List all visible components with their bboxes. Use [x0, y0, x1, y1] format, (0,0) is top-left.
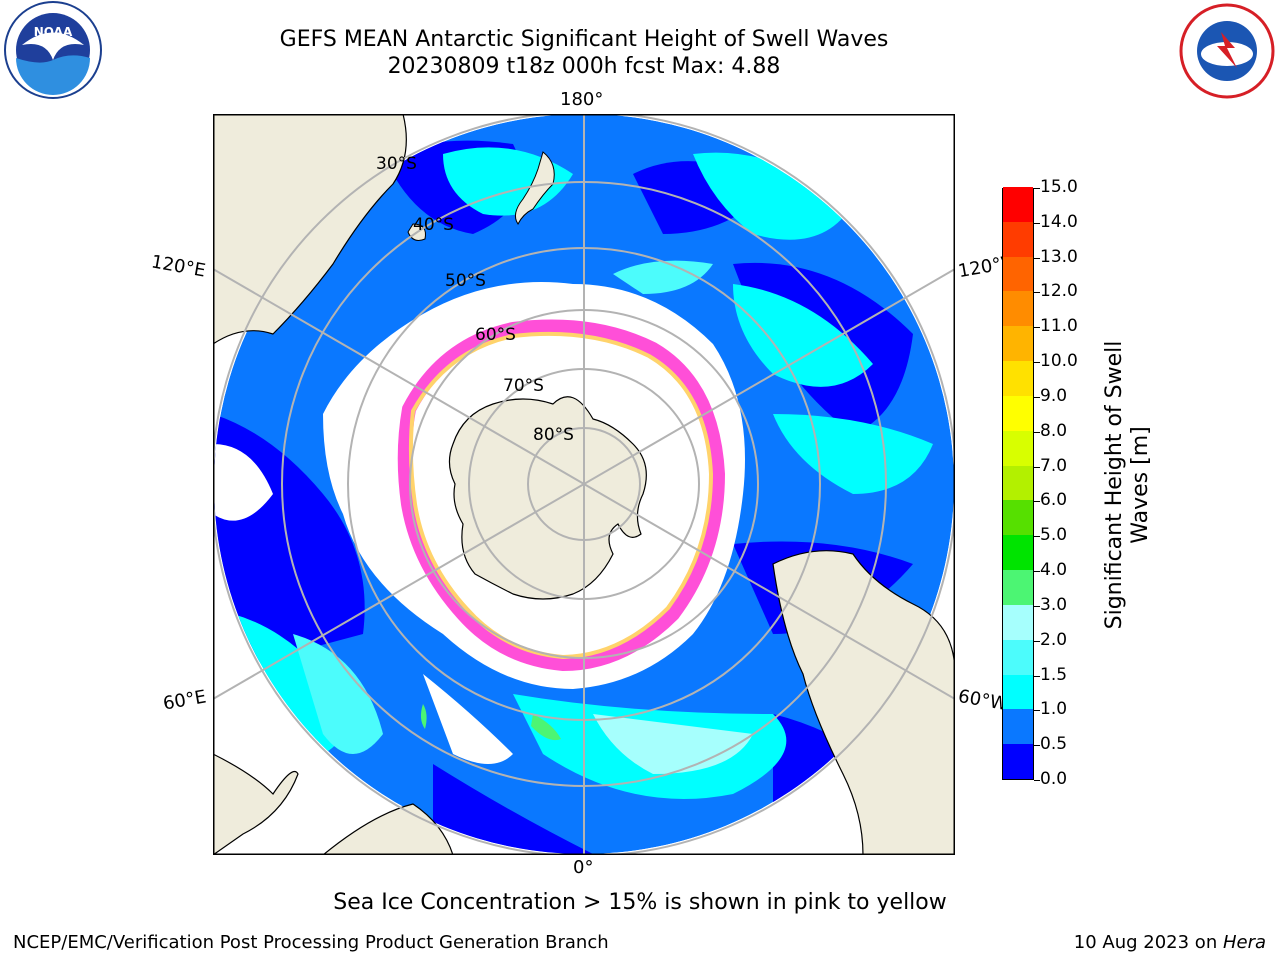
colorbar-segment — [1003, 674, 1033, 710]
national-weather-service-logo — [1179, 3, 1275, 99]
colorbar-tick-mark — [1034, 710, 1040, 712]
colorbar-tick-label: 0.5 — [1040, 734, 1068, 755]
antarctica-landmass — [448, 396, 647, 600]
colorbar — [1002, 186, 1034, 780]
colorbar-segment — [1003, 290, 1033, 327]
colorbar-segment — [1003, 499, 1033, 536]
colorbar-tick-mark — [1034, 501, 1040, 503]
lat-label-30s: 30°S — [376, 154, 417, 174]
colorbar-tick-mark — [1034, 327, 1040, 329]
colorbar-tick-mark — [1034, 640, 1040, 642]
chart-title: GEFS MEAN Antarctic Significant Height o… — [279, 27, 889, 52]
colorbar-tick-label: 9.0 — [1040, 385, 1068, 406]
colorbar-tick-mark — [1034, 466, 1040, 468]
credit-branch: NCEP/EMC/Verification Post Processing Pr… — [13, 932, 609, 953]
colorbar-tick-label: 2.0 — [1040, 629, 1068, 650]
colorbar-tick-mark — [1034, 745, 1040, 747]
lat-label-70s: 70°S — [503, 376, 544, 396]
colorbar-segment — [1003, 360, 1033, 396]
colorbar-tick-mark — [1034, 536, 1040, 538]
colorbar-tick-mark — [1034, 675, 1040, 677]
colorbar-tick-mark — [1034, 396, 1040, 398]
colorbar-segment — [1003, 708, 1033, 745]
colorbar-tick-label: 0.0 — [1040, 769, 1068, 789]
colorbar-segment — [1003, 221, 1033, 257]
colorbar-tick-mark — [1034, 362, 1040, 364]
credit-date: 10 Aug 2023 on Hera — [1073, 932, 1266, 953]
colorbar-tick-mark — [1034, 222, 1040, 224]
colorbar-tick-mark — [1034, 431, 1040, 433]
lon-label-180: 180° — [560, 89, 604, 110]
sea-ice-edge — [397, 319, 726, 672]
colorbar-tick-mark — [1034, 571, 1040, 573]
lat-label-40s: 40°S — [413, 215, 454, 235]
map-frame — [213, 114, 955, 855]
colorbar-tick-label: 1.5 — [1040, 664, 1068, 685]
colorbar-segment — [1003, 395, 1033, 431]
colorbar-segment — [1003, 534, 1033, 571]
colorbar-segment — [1003, 256, 1033, 292]
colorbar-tick-label: 10.0 — [1040, 351, 1078, 372]
colorbar-tick-label: 12.0 — [1040, 281, 1078, 302]
colorbar-tick-label: 13.0 — [1040, 246, 1078, 267]
polar-map: 30°S 40°S 50°S 60°S 70°S 80°S — [213, 114, 955, 855]
colorbar-segment — [1003, 639, 1033, 675]
colorbar-segment — [1003, 430, 1033, 466]
noaa-logo-text: NOAA — [34, 25, 73, 39]
lat-label-60s: 60°S — [475, 325, 516, 345]
colorbar-tick-mark — [1034, 188, 1040, 189]
colorbar-segment — [1003, 743, 1033, 779]
colorbar-tick-label: 14.0 — [1040, 211, 1078, 232]
chart-subtitle: 20230809 t18z 000h fcst Max: 4.88 — [387, 54, 781, 79]
colorbar-tick-label: 8.0 — [1040, 420, 1068, 441]
lat-label-80s: 80°S — [533, 425, 574, 445]
lon-label-120e: 120°E — [149, 251, 208, 282]
colorbar-tick-label: 15.0 — [1040, 177, 1078, 197]
lat-label-50s: 50°S — [445, 271, 486, 291]
colorbar-segment — [1003, 186, 1033, 222]
colorbar-tick-label: 3.0 — [1040, 594, 1068, 615]
colorbar-tick-label: 6.0 — [1040, 490, 1068, 511]
lon-label-0: 0° — [573, 857, 594, 878]
colorbar-tick-label: 4.0 — [1040, 560, 1068, 581]
colorbar-tick-label: 5.0 — [1040, 525, 1068, 546]
colorbar-tick-label: 7.0 — [1040, 455, 1068, 476]
colorbar-segment — [1003, 465, 1033, 501]
graticule — [213, 114, 955, 855]
colorbar-segment — [1003, 569, 1033, 605]
noaa-logo: NOAA — [4, 1, 102, 99]
colorbar-segment — [1003, 325, 1033, 362]
colorbar-tick-mark — [1034, 780, 1040, 781]
sea-ice-note: Sea Ice Concentration > 15% is shown in … — [333, 890, 947, 915]
colorbar-label: Significant Height of Swell Waves [m] — [1102, 340, 1153, 630]
colorbar-tick-label: 1.0 — [1040, 699, 1068, 720]
lon-label-60e: 60°E — [161, 686, 208, 715]
colorbar-segment — [1003, 604, 1033, 640]
colorbar-tick-mark — [1034, 257, 1040, 259]
colorbar-tick-label: 11.0 — [1040, 316, 1078, 337]
colorbar-tick-mark — [1034, 292, 1040, 294]
colorbar-tick-mark — [1034, 605, 1040, 607]
